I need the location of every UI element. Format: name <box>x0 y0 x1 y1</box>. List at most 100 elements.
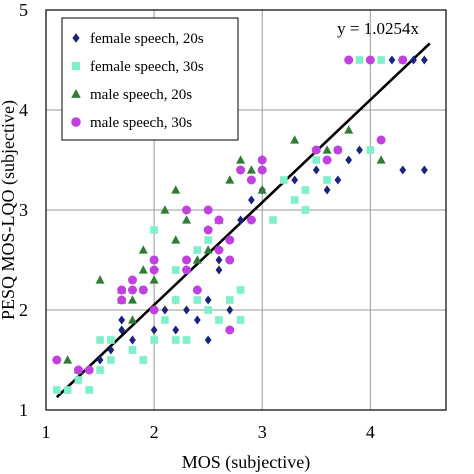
data-point <box>107 356 115 364</box>
x-axis-label: MOS (subjective) <box>182 452 310 473</box>
data-point <box>204 295 212 305</box>
data-point <box>127 315 137 324</box>
y-tick-label: 4 <box>19 100 28 120</box>
y-tick-label: 3 <box>19 200 28 220</box>
data-point <box>301 206 310 214</box>
data-point <box>246 165 256 174</box>
data-point <box>311 145 321 155</box>
data-point <box>312 165 320 175</box>
data-point <box>366 146 375 154</box>
legend-item: male speech, 20s <box>71 87 192 103</box>
legend-label: male speech, 30s <box>90 115 192 131</box>
data-point <box>96 355 104 365</box>
data-point <box>182 215 192 224</box>
data-point <box>421 55 428 65</box>
data-point <box>225 255 235 265</box>
legend-item: female speech, 20s <box>72 31 204 47</box>
data-point <box>127 295 137 304</box>
data-point <box>161 305 169 315</box>
data-point <box>117 295 127 305</box>
data-point <box>96 336 104 344</box>
data-point <box>323 185 331 195</box>
data-point <box>95 275 105 284</box>
data-point <box>171 185 181 194</box>
data-point <box>161 316 169 324</box>
legend-items: female speech, 20s female speech, 30s male… <box>71 31 204 131</box>
data-point <box>182 265 192 275</box>
data-point <box>225 235 235 245</box>
data-point <box>203 245 213 254</box>
legend: female speech, 20s female speech, 30s male… <box>61 17 239 141</box>
data-point <box>334 175 342 185</box>
x-tick-label: 1 <box>42 422 51 442</box>
data-point <box>149 275 159 284</box>
data-point <box>204 306 212 314</box>
data-point <box>160 205 170 214</box>
x-tick-label: 2 <box>150 422 159 442</box>
data-point <box>74 376 83 384</box>
data-point <box>63 355 73 364</box>
data-point <box>410 55 417 65</box>
data-point <box>312 156 321 164</box>
data-point <box>344 125 354 134</box>
data-point <box>107 336 115 344</box>
data-point <box>355 56 364 64</box>
data-point <box>192 285 202 295</box>
data-point <box>301 186 310 194</box>
data-point <box>290 135 300 144</box>
data-point <box>344 55 354 65</box>
data-point <box>246 175 256 185</box>
data-point <box>204 236 212 244</box>
legend-box <box>61 17 239 141</box>
data-point <box>118 315 126 325</box>
data-point <box>183 305 190 315</box>
data-point <box>150 325 158 335</box>
data-point <box>377 56 385 64</box>
data-point <box>171 266 180 274</box>
data-point <box>150 226 158 234</box>
plot-frame <box>45 9 447 411</box>
data-point <box>225 175 235 184</box>
data-point <box>333 145 343 155</box>
data-point <box>172 325 180 335</box>
data-point <box>182 336 191 344</box>
data-point <box>129 335 136 345</box>
data-point <box>182 255 192 265</box>
data-point <box>365 55 375 65</box>
data-point <box>193 246 202 254</box>
data-point <box>204 335 212 345</box>
data-point <box>171 296 180 304</box>
data-point <box>356 145 363 155</box>
legend-label: female speech, 20s <box>90 31 204 47</box>
data-point <box>421 165 428 175</box>
data-point <box>376 135 386 145</box>
data-point <box>149 305 159 315</box>
data-point <box>138 265 148 274</box>
data-points <box>52 55 428 394</box>
data-point <box>280 176 288 184</box>
legend-marker <box>71 88 81 98</box>
data-point <box>63 386 72 394</box>
data-point <box>193 315 201 325</box>
data-point <box>149 255 159 265</box>
fit-equation-label: y = 1.0254x <box>337 19 419 38</box>
data-point <box>127 285 137 295</box>
data-point <box>257 185 267 194</box>
data-point <box>345 155 353 165</box>
data-point <box>96 366 104 374</box>
data-point <box>323 176 331 184</box>
data-point <box>236 165 246 175</box>
data-point <box>388 55 396 65</box>
data-point <box>290 196 299 204</box>
data-point <box>171 235 181 244</box>
data-point <box>138 245 148 254</box>
legend-item: female speech, 30s <box>71 59 204 75</box>
data-point <box>52 355 62 365</box>
data-point <box>138 285 148 295</box>
data-point <box>117 285 127 295</box>
data-point <box>171 336 180 344</box>
data-point <box>226 305 234 315</box>
data-point <box>291 175 299 185</box>
data-point <box>215 255 223 265</box>
